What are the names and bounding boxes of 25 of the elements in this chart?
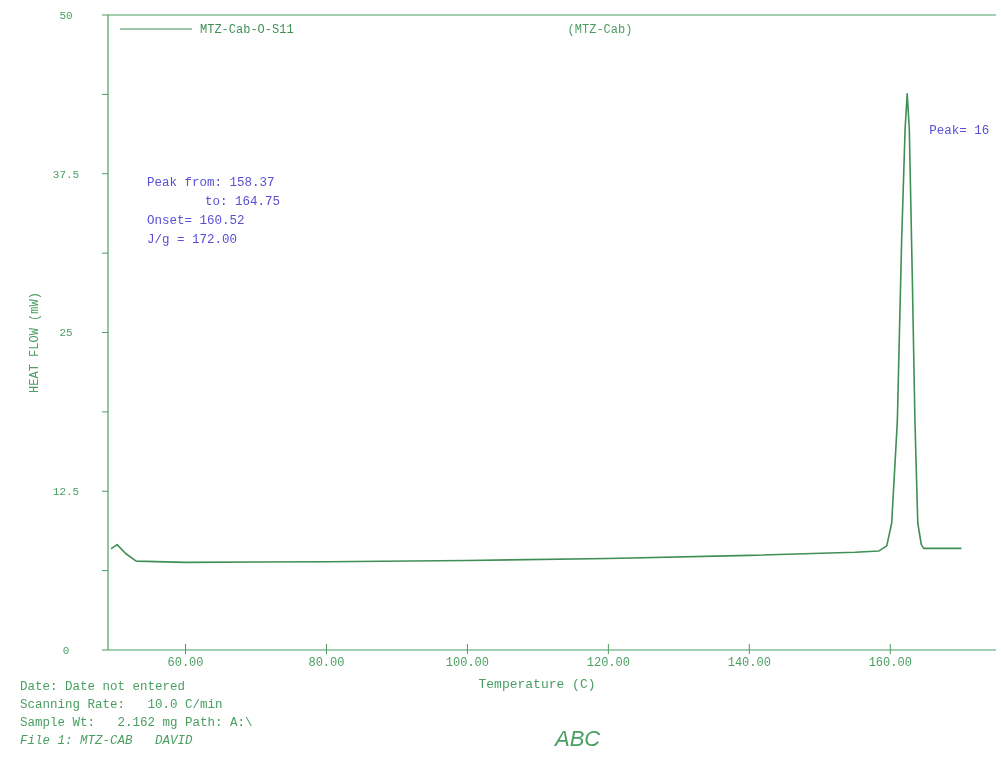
x-tick-label: 100.00 xyxy=(445,656,490,670)
annotation: Peak from: 158.37 xyxy=(147,176,275,190)
x-tick-label: 120.00 xyxy=(586,656,630,670)
text: ABC xyxy=(553,726,601,751)
y-tick-label: 25 xyxy=(59,327,73,340)
annotation: J/g = 172.00 xyxy=(147,233,238,247)
annotation: Onset= 160.52 xyxy=(147,214,245,228)
text: Date: Date not entered xyxy=(20,680,186,694)
text: MTZ-Cab-O-S11 xyxy=(200,23,294,38)
annotation: to: 164.75 xyxy=(205,195,281,209)
text: Scanning Rate: 10.0 C/min xyxy=(20,698,223,712)
x-tick-label: 80.00 xyxy=(308,656,345,670)
y-tick-label: 50 xyxy=(59,9,73,22)
y-tick-label: 0 xyxy=(62,644,70,657)
text: Sample Wt: 2.162 mg Path: A:\ xyxy=(20,716,253,730)
text: File 1: MTZ-CAB DAVID xyxy=(20,734,194,748)
x-tick-label: 60.00 xyxy=(167,656,204,670)
x-tick-label: 160.00 xyxy=(868,656,912,670)
y-tick-label: 37.5 xyxy=(52,168,80,181)
x-tick-label: 140.00 xyxy=(727,656,771,670)
y-axis-title: HEAT FLOW (mW) xyxy=(28,292,42,393)
text: (MTZ-Cab) xyxy=(567,23,633,37)
annotation: Peak= 16 xyxy=(929,123,990,138)
x-axis-title: Temperature (C) xyxy=(478,677,596,692)
y-tick-label: 12.5 xyxy=(52,486,80,499)
